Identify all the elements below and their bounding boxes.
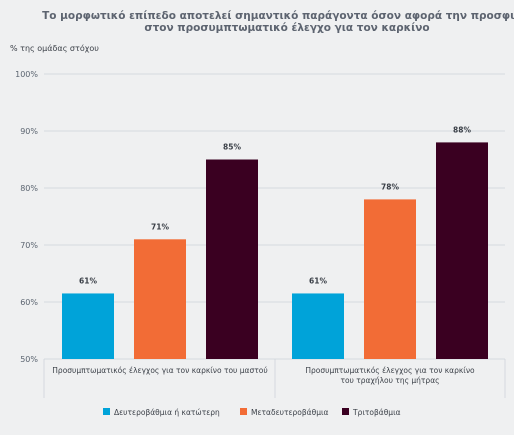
y-tick-label: 60% (20, 298, 38, 307)
y-tick-label: 100% (15, 70, 38, 79)
y-tick-label: 80% (20, 184, 38, 193)
y-tick-label: 70% (20, 241, 38, 250)
data-label: 71% (151, 222, 169, 231)
legend-swatch (240, 408, 247, 415)
chart-title: Το μορφωτικό επίπεδο αποτελεί σημαντικό … (42, 10, 514, 34)
bar (206, 159, 258, 359)
y-axis-ticks: 100% 90% 80% 70% 60% 50% (15, 70, 38, 364)
data-label: 88% (453, 125, 471, 134)
legend-label: Δευτεροβάθμια ή κατώτερη (114, 408, 220, 417)
legend-label: Μεταδευτεροβάθμια (251, 408, 329, 417)
y-axis-label: % της ομάδας στόχου (10, 43, 99, 53)
data-label: 78% (381, 182, 399, 191)
chart-title-line: στον προσυμπτωματικό έλεγχο για τον καρκ… (144, 22, 429, 34)
y-tick-label: 90% (20, 127, 38, 136)
data-label: 85% (223, 143, 241, 152)
bar (292, 293, 344, 359)
category-label: Προσυμπτωματικός έλεγχος για τον καρκίνο… (52, 366, 267, 375)
category-label: Προσυμπτωματικός έλεγχος για τον καρκίνο (305, 366, 475, 375)
chart-title-line: Το μορφωτικό επίπεδο αποτελεί σημαντικό … (42, 10, 514, 22)
category-label: του τραχήλου της μήτρας (340, 376, 439, 385)
legend-swatch (342, 408, 349, 415)
data-label: 61% (309, 276, 327, 285)
legend-swatch (103, 408, 110, 415)
bar (436, 142, 488, 359)
bars (62, 142, 488, 359)
bar (364, 199, 416, 359)
data-label: 61% (79, 276, 97, 285)
legend: Δευτεροβάθμια ή κατώτερη Μεταδευτεροβάθμι… (103, 408, 401, 417)
data-labels: 61% 71% 85% 61% 78% 88% (79, 125, 471, 285)
bar (62, 293, 114, 359)
bar (134, 239, 186, 359)
legend-label: Τριτοβάθμια (352, 408, 401, 417)
category-labels: Προσυμπτωματικός έλεγχος για τον καρκίνο… (52, 366, 475, 385)
gridlines (43, 73, 506, 398)
y-tick-label: 50% (20, 355, 38, 364)
